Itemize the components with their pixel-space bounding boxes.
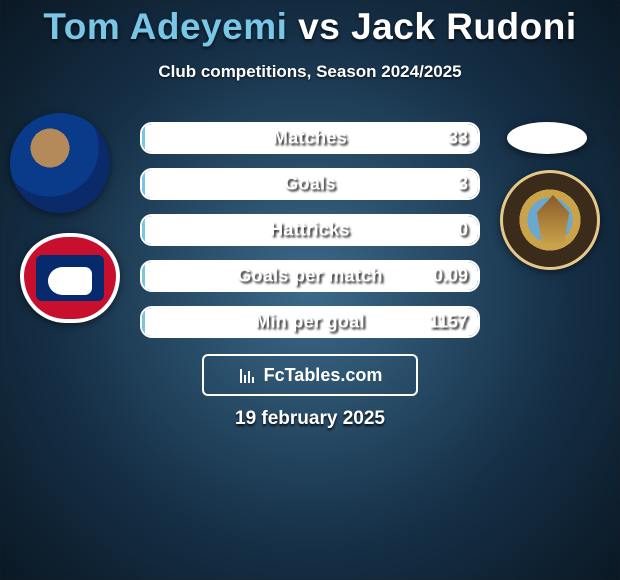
stat-label: Hattricks	[142, 220, 478, 241]
title-vs: vs	[287, 6, 351, 47]
stat-row: Min per goal1157	[140, 306, 480, 338]
date-label: 19 february 2025	[0, 408, 620, 430]
player1-avatar	[10, 113, 110, 213]
stat-value-player2: 0.09	[433, 266, 468, 287]
title-player2: Jack Rudoni	[351, 6, 577, 47]
stat-label: Matches	[142, 128, 478, 149]
stat-row: Hattricks0	[140, 214, 480, 246]
brand-chart-icon	[238, 367, 258, 383]
player1-club-crest	[20, 233, 120, 323]
brand-label: FcTables.com	[264, 365, 383, 386]
ipswich-horse-icon	[48, 267, 92, 295]
stat-label: Goals	[142, 174, 478, 195]
stat-row: Matches33	[140, 122, 480, 154]
stat-label: Goals per match	[142, 266, 478, 287]
stat-value-player2: 0	[458, 220, 468, 241]
page-title: Tom Adeyemi vs Jack Rudoni	[0, 6, 620, 48]
player2-club-crest	[500, 170, 600, 270]
subtitle: Club competitions, Season 2024/2025	[0, 62, 620, 82]
stat-row: Goals per match0.09	[140, 260, 480, 292]
stats-table: Matches33 Goals3 Hattricks0 Goals per match…	[140, 122, 480, 352]
comparison-card: Tom Adeyemi vs Jack Rudoni Club competit…	[0, 0, 620, 580]
stat-value-player2: 33	[448, 128, 468, 149]
stat-label: Min per goal	[142, 312, 478, 333]
stat-value-player2: 3	[458, 174, 468, 195]
title-player1: Tom Adeyemi	[43, 6, 287, 47]
stat-value-player2: 1157	[429, 312, 468, 333]
player2-avatar	[507, 122, 587, 154]
stat-row: Goals3	[140, 168, 480, 200]
brand-box[interactable]: FcTables.com	[202, 354, 418, 396]
